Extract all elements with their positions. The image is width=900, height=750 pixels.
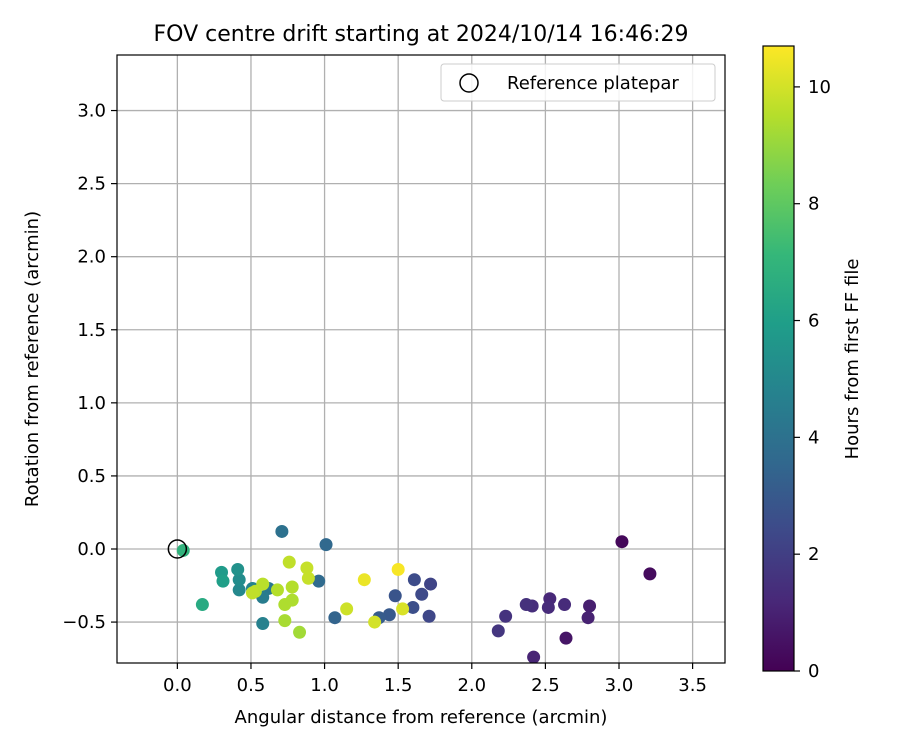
data-point [312,574,326,588]
x-tick-label: 3.0 [605,675,634,696]
x-axis-label: Angular distance from reference (arcmin) [235,707,608,728]
data-point [231,562,245,576]
data-point [519,598,533,612]
data-point [499,609,513,623]
legend: Reference platepar [440,63,716,102]
data-point [195,598,209,612]
scatter-points [176,524,657,663]
y-axis-label: Rotation from reference (arcmin) [22,211,43,507]
data-point [232,573,246,587]
x-axis-ticks: 0.0 0.5 1.0 1.5 2.0 2.5 3.0 3.5 [163,663,707,696]
data-point [245,586,259,600]
y-tick-label: 0.0 [77,539,106,560]
x-tick-label: 2.0 [457,675,486,696]
colorbar-label: Hours from first FF file [842,259,863,460]
data-point [319,538,333,552]
data-point [396,602,410,616]
y-tick-label: −0.5 [62,612,106,633]
data-point [424,577,438,591]
data-point [615,535,629,549]
data-point [282,555,296,569]
data-point [285,580,299,594]
data-point [391,562,405,576]
data-point [278,614,292,628]
data-point [328,611,342,625]
y-tick-label: 2.5 [77,174,106,195]
legend-box [440,63,716,102]
data-point [357,573,371,587]
legend-entry-reference: Reference platepar [507,73,679,94]
data-point [541,600,555,614]
x-tick-label: 1.5 [384,675,413,696]
data-point [368,615,382,629]
data-point [216,574,230,588]
data-point [558,598,572,612]
data-point [382,608,396,622]
data-point [559,631,573,645]
colorbar-frame [762,45,795,672]
data-point [491,624,505,638]
data-point [527,650,541,663]
y-tick-label: 2.0 [77,247,106,268]
plot-frame [116,54,726,664]
data-point [340,602,354,616]
legend-reference-marker [459,73,479,93]
y-tick-label: 3.0 [77,101,106,122]
data-point [422,609,436,623]
data-point [583,599,597,613]
colorbar-tick-label: 6 [808,311,819,332]
data-point [406,600,420,614]
colorbar-tick-label: 8 [808,194,819,215]
y-tick-label: 0.5 [77,466,106,487]
data-point [643,567,657,581]
x-tick-label: 2.5 [531,675,560,696]
x-tick-label: 3.5 [678,675,707,696]
colorbar-tick-label: 10 [808,77,831,98]
colorbar: 0 2 4 6 8 10 Hours from first FF file [762,45,863,682]
chart-title: FOV centre drift starting at 2024/10/14 … [154,22,689,47]
y-axis-ticks: −0.5 0.0 0.5 1.0 1.5 2.0 2.5 3.0 [62,101,117,633]
colorbar-tick-label: 2 [808,544,819,565]
x-tick-label: 0.0 [163,675,192,696]
grid-lines [117,55,725,663]
colorbar-ticks: 0 2 4 6 8 10 [794,77,831,682]
data-point [300,561,314,575]
colorbar-tick-label: 0 [808,661,819,682]
data-point [415,587,429,601]
x-tick-label: 0.5 [237,675,266,696]
data-point [285,593,299,607]
x-tick-label: 1.0 [310,675,339,696]
data-point [256,617,270,631]
y-tick-label: 1.5 [77,320,106,341]
colorbar-gradient [763,46,794,671]
data-point [232,583,246,597]
data-point [388,589,402,603]
data-point [407,573,421,587]
reference-point-marker [167,539,188,559]
data-point [581,611,595,625]
data-point [293,625,307,639]
plot-area [117,55,725,663]
data-point [301,571,315,585]
y-tick-label: 1.0 [77,393,106,414]
data-point [275,524,289,538]
data-point [270,583,284,597]
colorbar-tick-label: 4 [808,427,819,448]
